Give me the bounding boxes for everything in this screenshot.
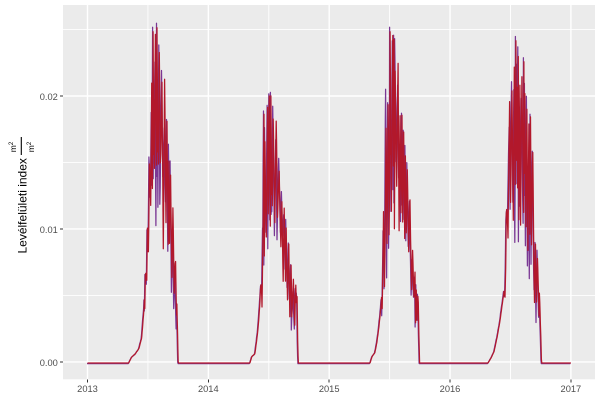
svg-text:2014: 2014 [198,384,219,394]
svg-text:0.02: 0.02 [40,92,58,102]
svg-text:2017: 2017 [561,384,582,394]
svg-text:Levélfelületi index: Levélfelületi index [16,158,30,253]
svg-text:0.00: 0.00 [40,358,58,368]
svg-text:0.01: 0.01 [40,225,58,235]
svg-text:2015: 2015 [319,384,340,394]
svg-text:2016: 2016 [440,384,461,394]
svg-text:2013: 2013 [77,384,98,394]
svg-text:m2: m2 [8,141,18,152]
svg-text:m2: m2 [26,141,36,152]
